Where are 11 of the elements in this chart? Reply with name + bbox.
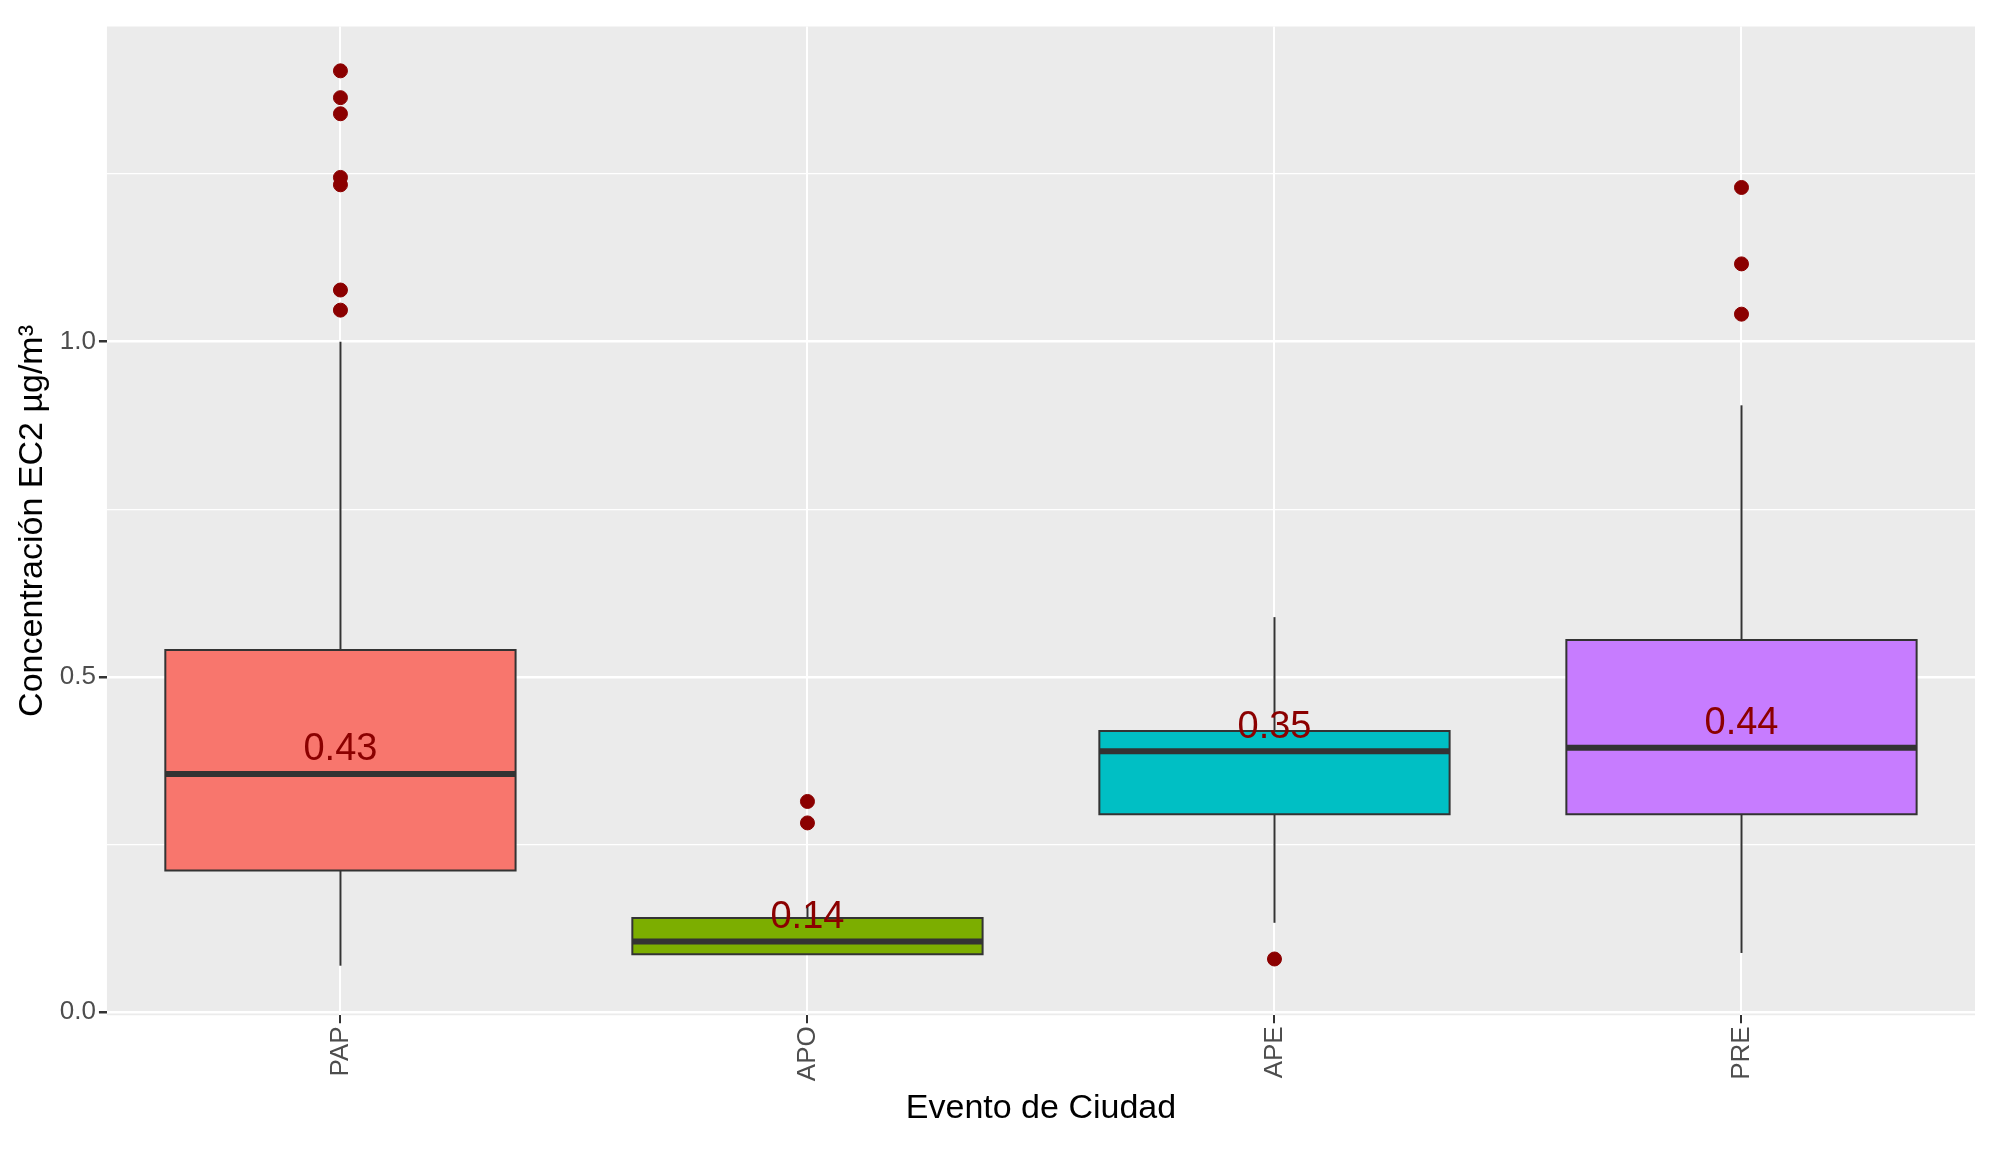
x-tick-label: APE [1257, 1026, 1288, 1079]
y-tick-label: 0.5 [59, 659, 96, 690]
x-tick-label: PAP [323, 1026, 354, 1077]
y-axis-title: Concentración EC2 µg/m³ [10, 325, 49, 717]
x-axis-title: Evento de Ciudad [905, 1086, 1177, 1125]
x-tick-label: PRE [1724, 1026, 1755, 1080]
annotation: 0.44 [1704, 700, 1779, 743]
annotation: 0.43 [303, 726, 378, 769]
x-tick-label: APO [790, 1026, 821, 1082]
y-tick-label: 1.0 [59, 324, 96, 355]
y-tick-label: 0.0 [59, 995, 96, 1026]
